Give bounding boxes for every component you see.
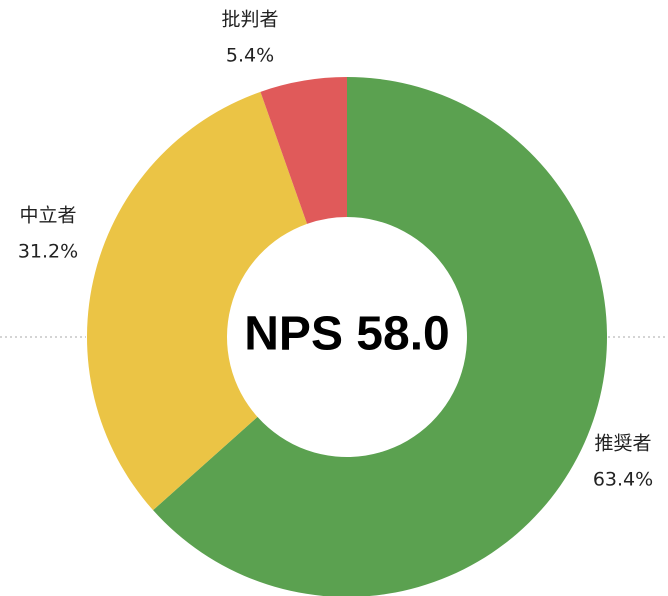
slice [153, 77, 607, 596]
slices [86, 77, 607, 596]
value-label: 31.2% [18, 241, 78, 263]
category-label: 批判者 [221, 9, 278, 31]
center-label: NPS 58.0 [244, 308, 449, 361]
value-label: 5.4% [226, 45, 274, 67]
value-label: 63.4% [593, 469, 653, 491]
slice [260, 77, 347, 224]
category-label: 推奨者 [594, 433, 651, 455]
category-label: 中立者 [19, 205, 76, 227]
slice [86, 91, 308, 511]
